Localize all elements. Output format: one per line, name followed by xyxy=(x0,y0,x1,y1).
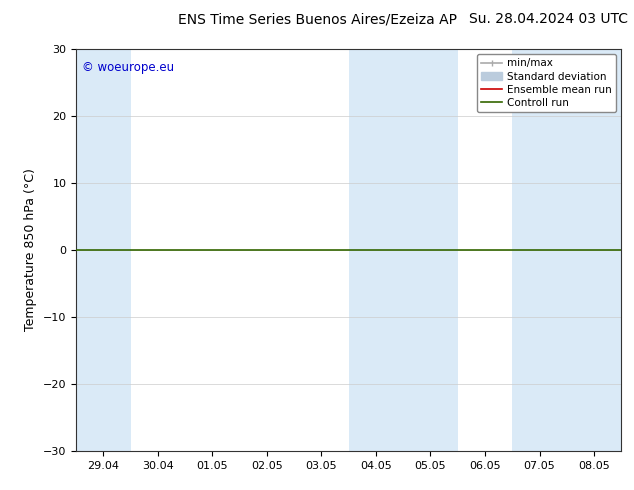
Bar xyxy=(349,49,458,451)
Text: ENS Time Series Buenos Aires/Ezeiza AP: ENS Time Series Buenos Aires/Ezeiza AP xyxy=(178,12,456,26)
Text: Su. 28.04.2024 03 UTC: Su. 28.04.2024 03 UTC xyxy=(469,12,628,26)
Text: © woeurope.eu: © woeurope.eu xyxy=(82,61,174,74)
Bar xyxy=(512,49,621,451)
Legend: min/max, Standard deviation, Ensemble mean run, Controll run: min/max, Standard deviation, Ensemble me… xyxy=(477,54,616,112)
Bar xyxy=(76,49,131,451)
Y-axis label: Temperature 850 hPa (°C): Temperature 850 hPa (°C) xyxy=(24,169,37,331)
